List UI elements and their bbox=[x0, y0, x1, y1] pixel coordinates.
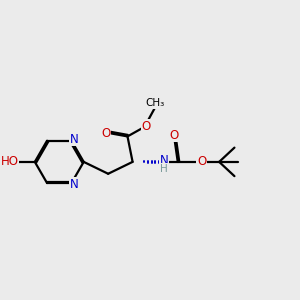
Text: N: N bbox=[160, 154, 168, 167]
Text: O: O bbox=[197, 155, 206, 168]
Text: H: H bbox=[160, 164, 168, 174]
Text: N: N bbox=[70, 133, 79, 146]
Text: O: O bbox=[101, 127, 110, 140]
Text: O: O bbox=[170, 129, 179, 142]
Text: CH₃: CH₃ bbox=[146, 98, 165, 108]
Text: HO: HO bbox=[1, 155, 19, 168]
Text: O: O bbox=[142, 120, 151, 133]
Text: N: N bbox=[70, 178, 79, 191]
